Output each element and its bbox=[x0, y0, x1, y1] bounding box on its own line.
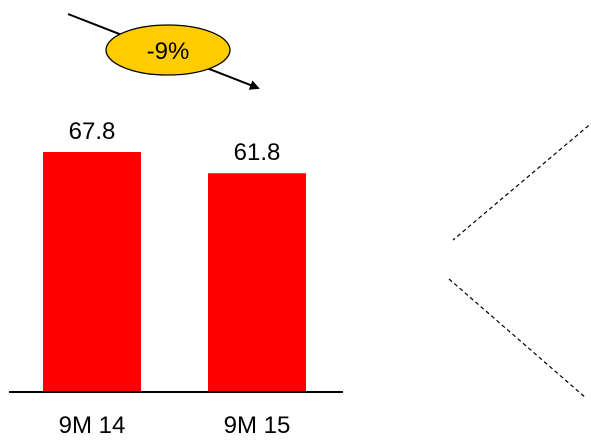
change-indicator: -9% bbox=[67, 13, 260, 90]
bar-9m-15 bbox=[208, 173, 306, 392]
bar-9m-14 bbox=[43, 152, 141, 392]
bar-value-label: 67.8 bbox=[69, 118, 116, 145]
bar-value-label: 61.8 bbox=[234, 139, 281, 166]
dashed-chevron-decoration bbox=[448, 122, 591, 399]
category-label: 9M 14 bbox=[59, 412, 126, 439]
category-label: 9M 15 bbox=[224, 412, 291, 439]
change-badge-label: -9% bbox=[147, 38, 190, 65]
change-badge bbox=[105, 24, 231, 76]
bars-group: 67.8 9M 14 61.8 9M 15 bbox=[43, 118, 306, 439]
